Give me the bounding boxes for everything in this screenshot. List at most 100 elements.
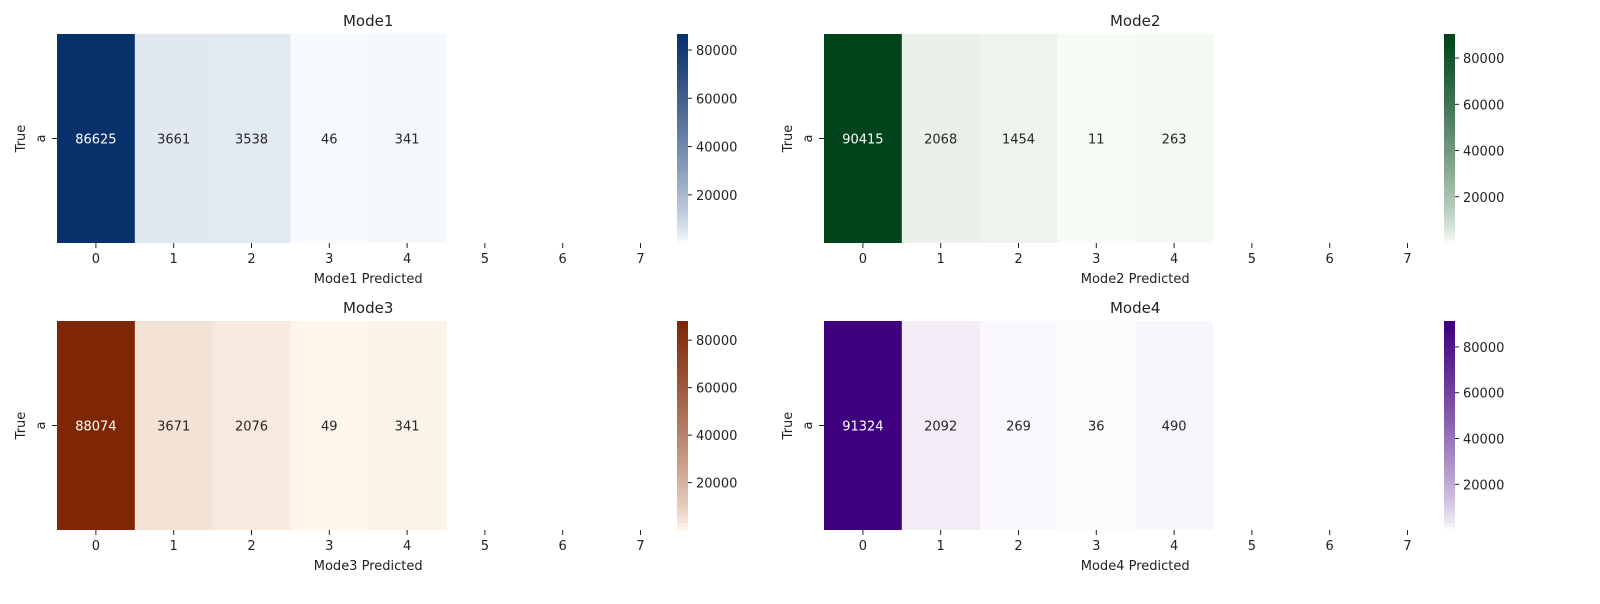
colorbar-segment (677, 229, 688, 234)
colorbar-segment (1444, 380, 1455, 385)
colorbar-segment (677, 411, 688, 416)
colorbar-segment (1444, 194, 1455, 199)
colorbar-segment (677, 180, 688, 185)
colorbar-segment (677, 488, 688, 493)
colorbar-segment (1444, 54, 1455, 59)
colorbar-segment (677, 141, 688, 147)
colorbar-segment (677, 408, 688, 413)
panel-title: Mode1 (343, 12, 393, 30)
colorbar-segment (677, 183, 688, 188)
colorbar-segment (1444, 114, 1455, 119)
colorbar-segment (1444, 222, 1455, 227)
colorbar-segment (677, 93, 688, 98)
colorbar-segment (677, 380, 688, 385)
heatmap-cell (368, 34, 447, 243)
colorbar-segment (677, 355, 688, 360)
colorbar-segment (1444, 449, 1455, 454)
colorbar-segment (1444, 460, 1455, 465)
y-axis-label: True (14, 125, 29, 154)
colorbar-segment (677, 495, 688, 500)
colorbar-tick-label: 40000 (696, 141, 737, 156)
colorbar-segment (677, 135, 688, 140)
colorbar-segment (677, 491, 688, 496)
cell-value: 91324 (842, 420, 883, 435)
colorbar-segment (1444, 197, 1455, 202)
colorbar-segment (677, 324, 688, 329)
y-tick-label: a (801, 422, 816, 430)
colorbar-segment (1444, 155, 1455, 160)
colorbar-segment (1444, 442, 1455, 447)
x-tick-label: 2 (247, 252, 255, 267)
colorbar-segment (1444, 362, 1455, 367)
cell-value: 490 (1162, 420, 1187, 435)
colorbar-segment (677, 215, 688, 220)
colorbar-segment (677, 58, 688, 63)
colorbar-segment (1444, 51, 1455, 56)
y-tick-label: a (34, 422, 49, 430)
colorbar-segment (677, 72, 688, 77)
colorbar-segment (1444, 411, 1455, 416)
cell-value: 2092 (924, 420, 957, 435)
colorbar-segment (1444, 232, 1455, 237)
colorbar-segment (1444, 93, 1455, 98)
colorbar-segment (677, 526, 688, 531)
colorbar-segment (1444, 239, 1455, 244)
colorbar-segment (1444, 187, 1455, 192)
y-tick-label: a (34, 135, 49, 143)
x-tick-label: 4 (1170, 252, 1178, 267)
heatmap-cell (979, 34, 1058, 243)
cell-value: 36 (1088, 420, 1105, 435)
x-tick-label: 6 (559, 539, 567, 554)
colorbar-segment (1444, 477, 1455, 482)
colorbar-segment (677, 519, 688, 524)
x-tick-label: 3 (325, 539, 333, 554)
colorbar-segment (677, 100, 688, 105)
y-axis-label: True (781, 125, 796, 154)
cell-value: 341 (395, 420, 420, 435)
heatmap-cell (824, 321, 903, 530)
colorbar-segment (1444, 211, 1455, 216)
heatmap-cell (901, 34, 981, 243)
colorbar-segment (1444, 481, 1455, 486)
colorbar-segment (1444, 373, 1455, 378)
colorbar-segment (1444, 341, 1455, 346)
cell-value: 263 (1162, 133, 1187, 148)
colorbar-segment (677, 37, 688, 42)
x-tick-label: 2 (1014, 539, 1022, 554)
colorbar-segment (1444, 321, 1455, 326)
colorbar-segment (677, 505, 688, 510)
colorbar-tick-label: 40000 (1463, 433, 1504, 448)
colorbar-segment (1444, 61, 1455, 66)
colorbar-segment (677, 65, 688, 70)
colorbar-segment (1444, 467, 1455, 472)
colorbar-tick-label: 80000 (696, 334, 737, 349)
colorbar-segment (1444, 463, 1455, 468)
x-tick-label: 3 (1092, 539, 1100, 554)
cell-value: 3538 (235, 133, 268, 148)
colorbar-segment (1444, 428, 1455, 434)
colorbar-tick-label: 60000 (1463, 387, 1504, 402)
colorbar-segment (1444, 44, 1455, 49)
colorbar-segment (1444, 162, 1455, 167)
y-axis-label: True (781, 412, 796, 441)
colorbar-segment (1444, 236, 1455, 241)
colorbar-segment (677, 121, 688, 126)
colorbar-segment (1444, 86, 1455, 91)
x-tick-label: 3 (1092, 252, 1100, 267)
colorbar-segment (677, 34, 688, 39)
cell-value: 3661 (157, 133, 190, 148)
colorbar-tick-label: 20000 (1463, 478, 1504, 493)
colorbar-segment (677, 331, 688, 336)
colorbar-segment (1444, 128, 1455, 133)
colorbar-segment (677, 128, 688, 133)
cell-value: 11 (1088, 133, 1105, 148)
heatmap-cell (979, 321, 1058, 530)
colorbar-segment (677, 110, 688, 115)
colorbar-segment (677, 169, 688, 174)
colorbar-tick-label: 40000 (1463, 145, 1504, 160)
colorbar-segment (677, 44, 688, 49)
colorbar-segment (677, 54, 688, 59)
colorbar-segment (677, 470, 688, 475)
colorbar-segment (1444, 495, 1455, 500)
